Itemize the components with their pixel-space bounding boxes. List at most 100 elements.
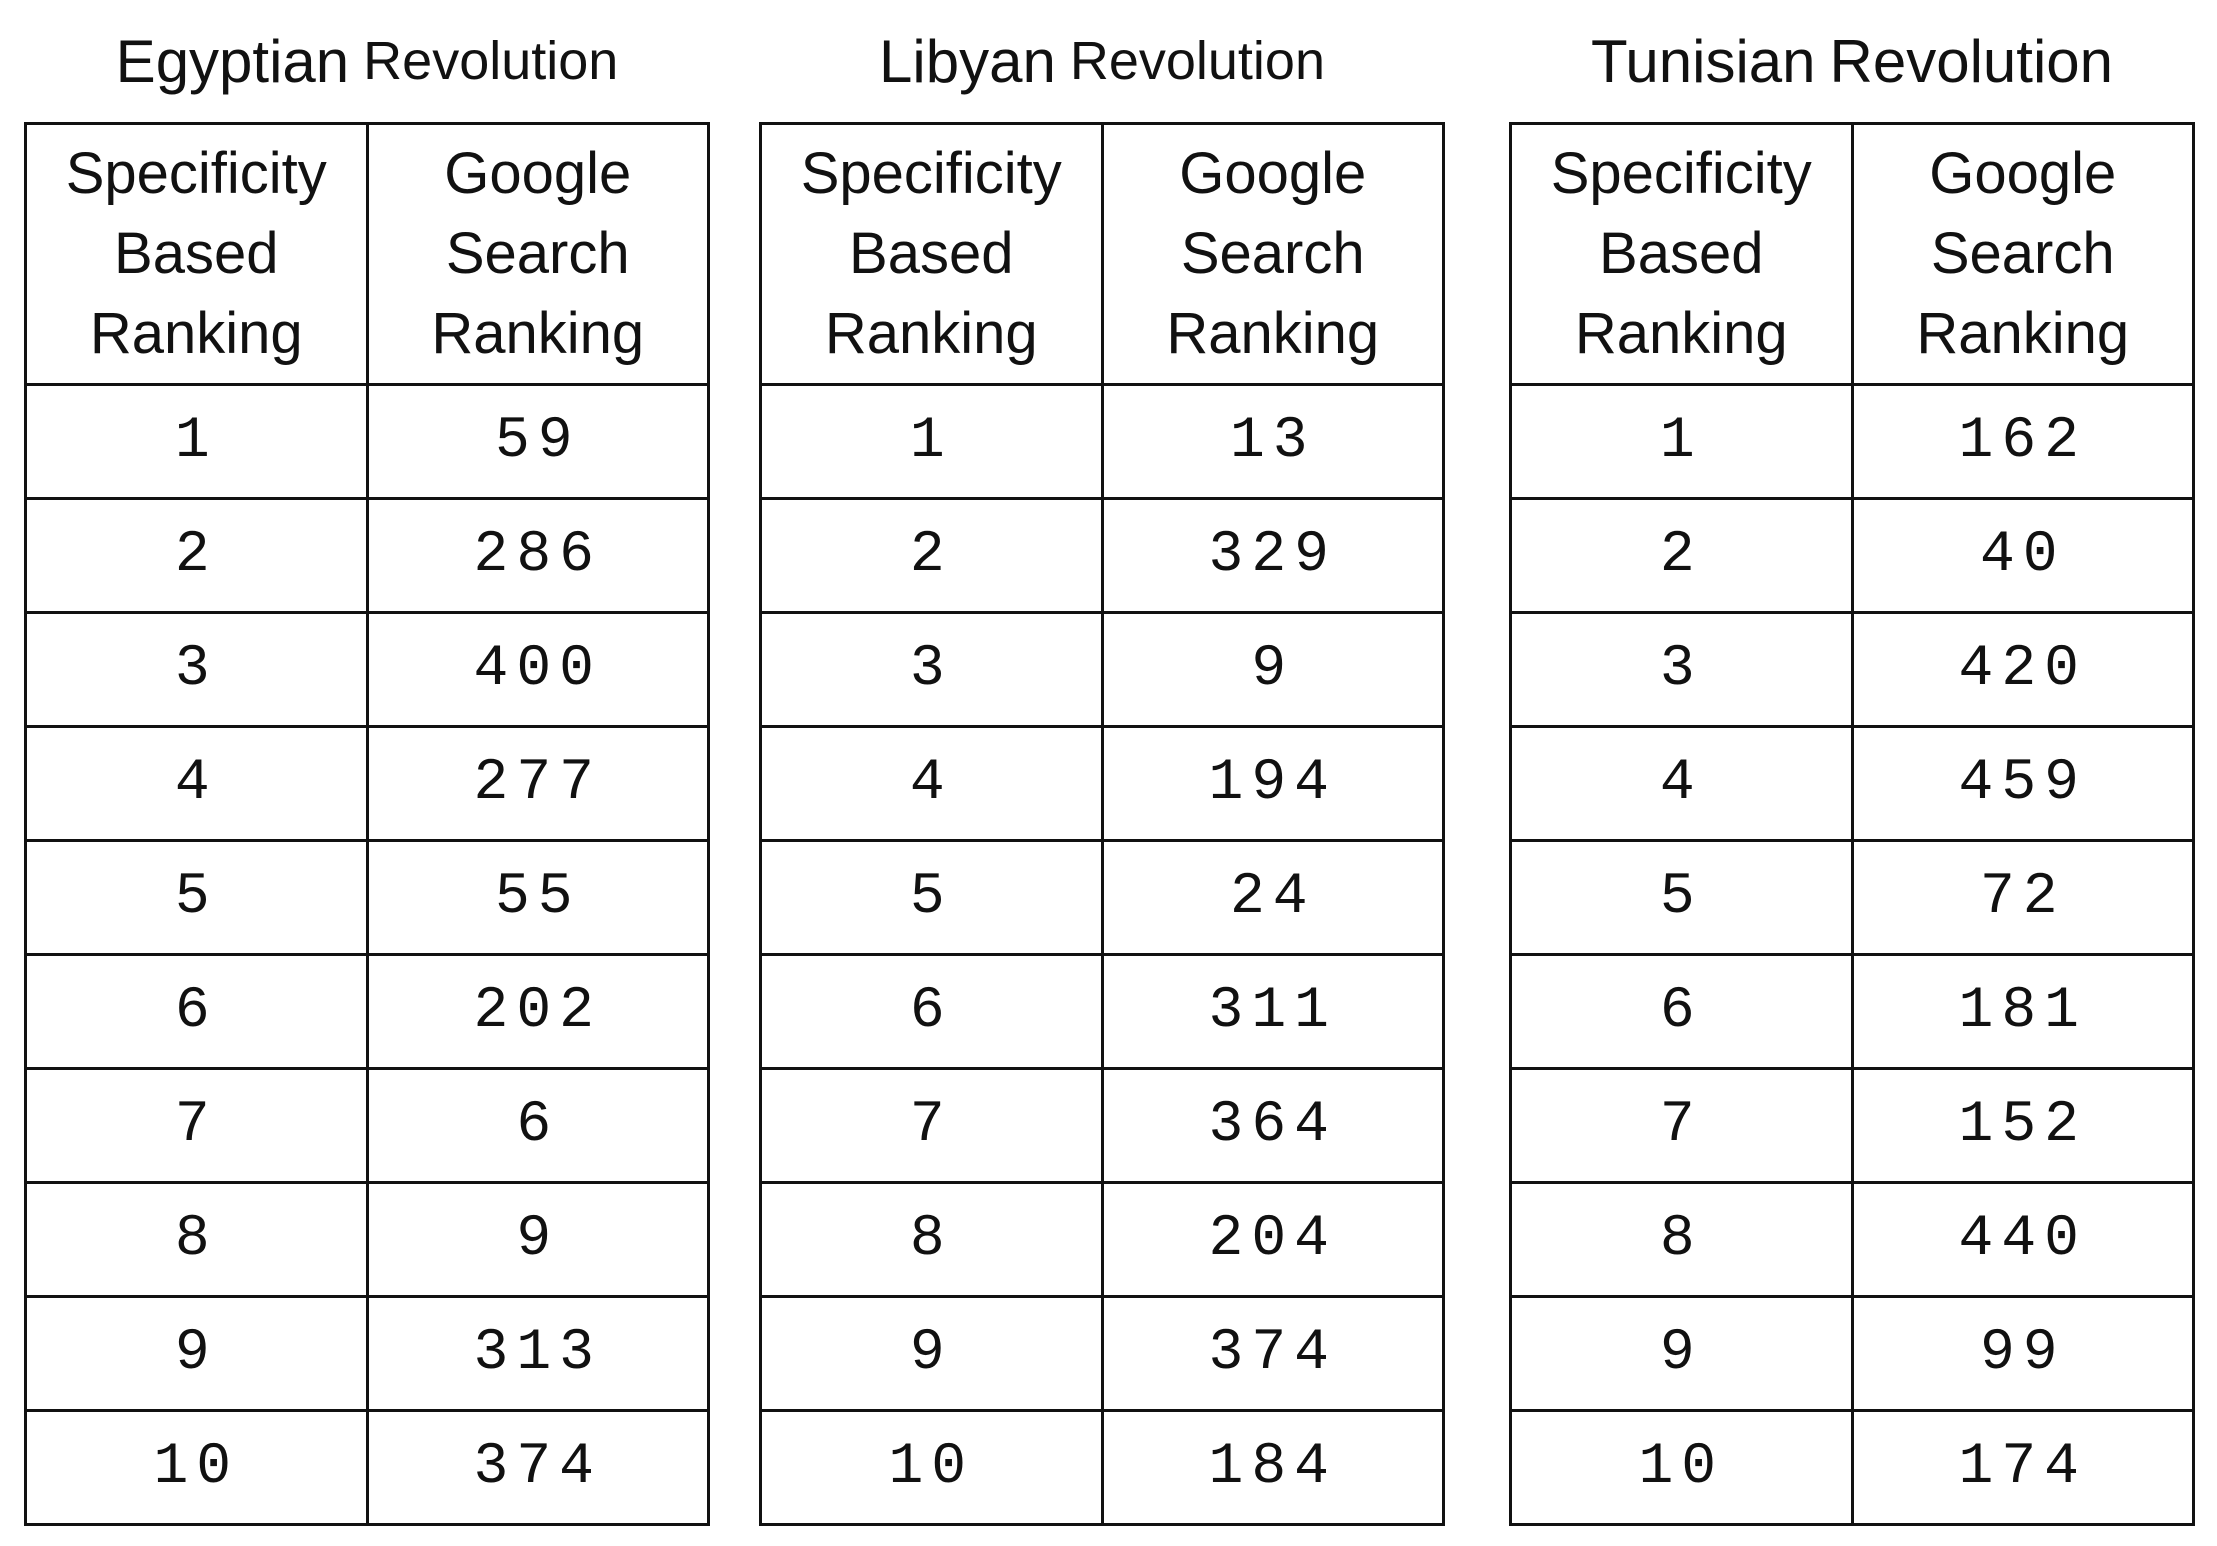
google-rank-cell: 400 [365,611,710,728]
specificity-rank-cell: 1 [1509,383,1854,500]
specificity-rank-cell: 10 [24,1409,369,1526]
specificity-based-ranking-header: Specificity Based Ranking [1509,122,1854,386]
specificity-based-ranking-header: Specificity Based Ranking [759,122,1104,386]
egyptian-revolution-panel: Egyptian Revolution Specificity Based Ran… [24,0,710,1526]
google-rank-cell: 459 [1850,725,2195,842]
ranking-table: Specificity Based Ranking Google Search … [1509,122,2195,1526]
google-rank-cell: 99 [1850,1295,2195,1412]
google-rank-cell: 374 [365,1409,710,1526]
specificity-rank-cell: 8 [1509,1181,1854,1298]
table-row: 10 184 [759,1409,1445,1526]
libyan-revolution-panel: Libyan Revolution Specificity Based Ranki… [759,0,1445,1526]
google-rank-cell: 6 [365,1067,710,1184]
table-row: 9 374 [759,1295,1445,1412]
table-row: 5 72 [1509,839,2195,956]
specificity-rank-cell: 8 [759,1181,1104,1298]
specificity-rank-cell: 3 [24,611,369,728]
specificity-rank-cell: 4 [759,725,1104,842]
google-rank-cell: 313 [365,1295,710,1412]
specificity-rank-cell: 5 [24,839,369,956]
table-title: Egyptian Revolution [115,27,619,95]
table-row: 4 194 [759,725,1445,842]
header-row: Specificity Based Ranking Google Search … [24,122,710,386]
specificity-rank-cell: 9 [24,1295,369,1412]
specificity-rank-cell: 5 [1509,839,1854,956]
table-row: 5 55 [24,839,710,956]
header-row: Specificity Based Ranking Google Search … [759,122,1445,386]
specificity-rank-cell: 6 [1509,953,1854,1070]
specificity-rank-cell: 3 [1509,611,1854,728]
google-rank-cell: 286 [365,497,710,614]
table-row: 2 329 [759,497,1445,614]
table-row: 9 313 [24,1295,710,1412]
specificity-rank-cell: 2 [24,497,369,614]
header-row: Specificity Based Ranking Google Search … [1509,122,2195,386]
table-row: 6 311 [759,953,1445,1070]
google-rank-cell: 194 [1100,725,1445,842]
google-rank-cell: 277 [365,725,710,842]
google-search-ranking-header: Google Search Ranking [1850,122,2195,386]
google-rank-cell: 204 [1100,1181,1445,1298]
table-row: 7 364 [759,1067,1445,1184]
google-rank-cell: 374 [1100,1295,1445,1412]
google-rank-cell: 13 [1100,383,1445,500]
specificity-rank-cell: 7 [24,1067,369,1184]
specificity-rank-cell: 6 [759,953,1104,1070]
specificity-rank-cell: 7 [759,1067,1104,1184]
google-rank-cell: 202 [365,953,710,1070]
google-rank-cell: 181 [1850,953,2195,1070]
google-rank-cell: 162 [1850,383,2195,500]
google-rank-cell: 174 [1850,1409,2195,1526]
table-title: Libyan Revolution [879,27,1325,95]
table-row: 6 181 [1509,953,2195,1070]
table-row: 5 24 [759,839,1445,956]
specificity-rank-cell: 5 [759,839,1104,956]
google-rank-cell: 24 [1100,839,1445,956]
google-rank-cell: 311 [1100,953,1445,1070]
tunisian-revolution-panel: Tunisian Revolution Specificity Based Ran… [1509,0,2195,1526]
table-row: 4 277 [24,725,710,842]
table-row: 6 202 [24,953,710,1070]
google-rank-cell: 59 [365,383,710,500]
table-row: 1 13 [759,383,1445,500]
google-rank-cell: 364 [1100,1067,1445,1184]
google-rank-cell: 420 [1850,611,2195,728]
specificity-rank-cell: 9 [1509,1295,1854,1412]
table-row: 1 59 [24,383,710,500]
specificity-rank-cell: 8 [24,1181,369,1298]
google-rank-cell: 184 [1100,1409,1445,1526]
specificity-rank-cell: 9 [759,1295,1104,1412]
google-search-ranking-header: Google Search Ranking [365,122,710,386]
specificity-rank-cell: 3 [759,611,1104,728]
google-rank-cell: 72 [1850,839,2195,956]
table-row: 3 420 [1509,611,2195,728]
table-row: 10 374 [24,1409,710,1526]
table-row: 9 99 [1509,1295,2195,1412]
table-row: 7 152 [1509,1067,2195,1184]
google-rank-cell: 9 [1100,611,1445,728]
specificity-rank-cell: 10 [1509,1409,1854,1526]
ranking-table: Specificity Based Ranking Google Search … [759,122,1445,1526]
google-rank-cell: 329 [1100,497,1445,614]
table-row: 10 174 [1509,1409,2195,1526]
table-row: 1 162 [1509,383,2195,500]
table-title: Tunisian Revolution [1590,27,2114,95]
table-row: 8 440 [1509,1181,2195,1298]
table-row: 3 400 [24,611,710,728]
table-row: 8 204 [759,1181,1445,1298]
table-row: 4 459 [1509,725,2195,842]
table-row: 2 286 [24,497,710,614]
specificity-based-ranking-header: Specificity Based Ranking [24,122,369,386]
ranking-table: Specificity Based Ranking Google Search … [24,122,710,1526]
google-rank-cell: 40 [1850,497,2195,614]
specificity-rank-cell: 1 [24,383,369,500]
specificity-rank-cell: 2 [1509,497,1854,614]
google-rank-cell: 9 [365,1181,710,1298]
google-rank-cell: 440 [1850,1181,2195,1298]
google-rank-cell: 152 [1850,1067,2195,1184]
specificity-rank-cell: 4 [1509,725,1854,842]
specificity-rank-cell: 1 [759,383,1104,500]
